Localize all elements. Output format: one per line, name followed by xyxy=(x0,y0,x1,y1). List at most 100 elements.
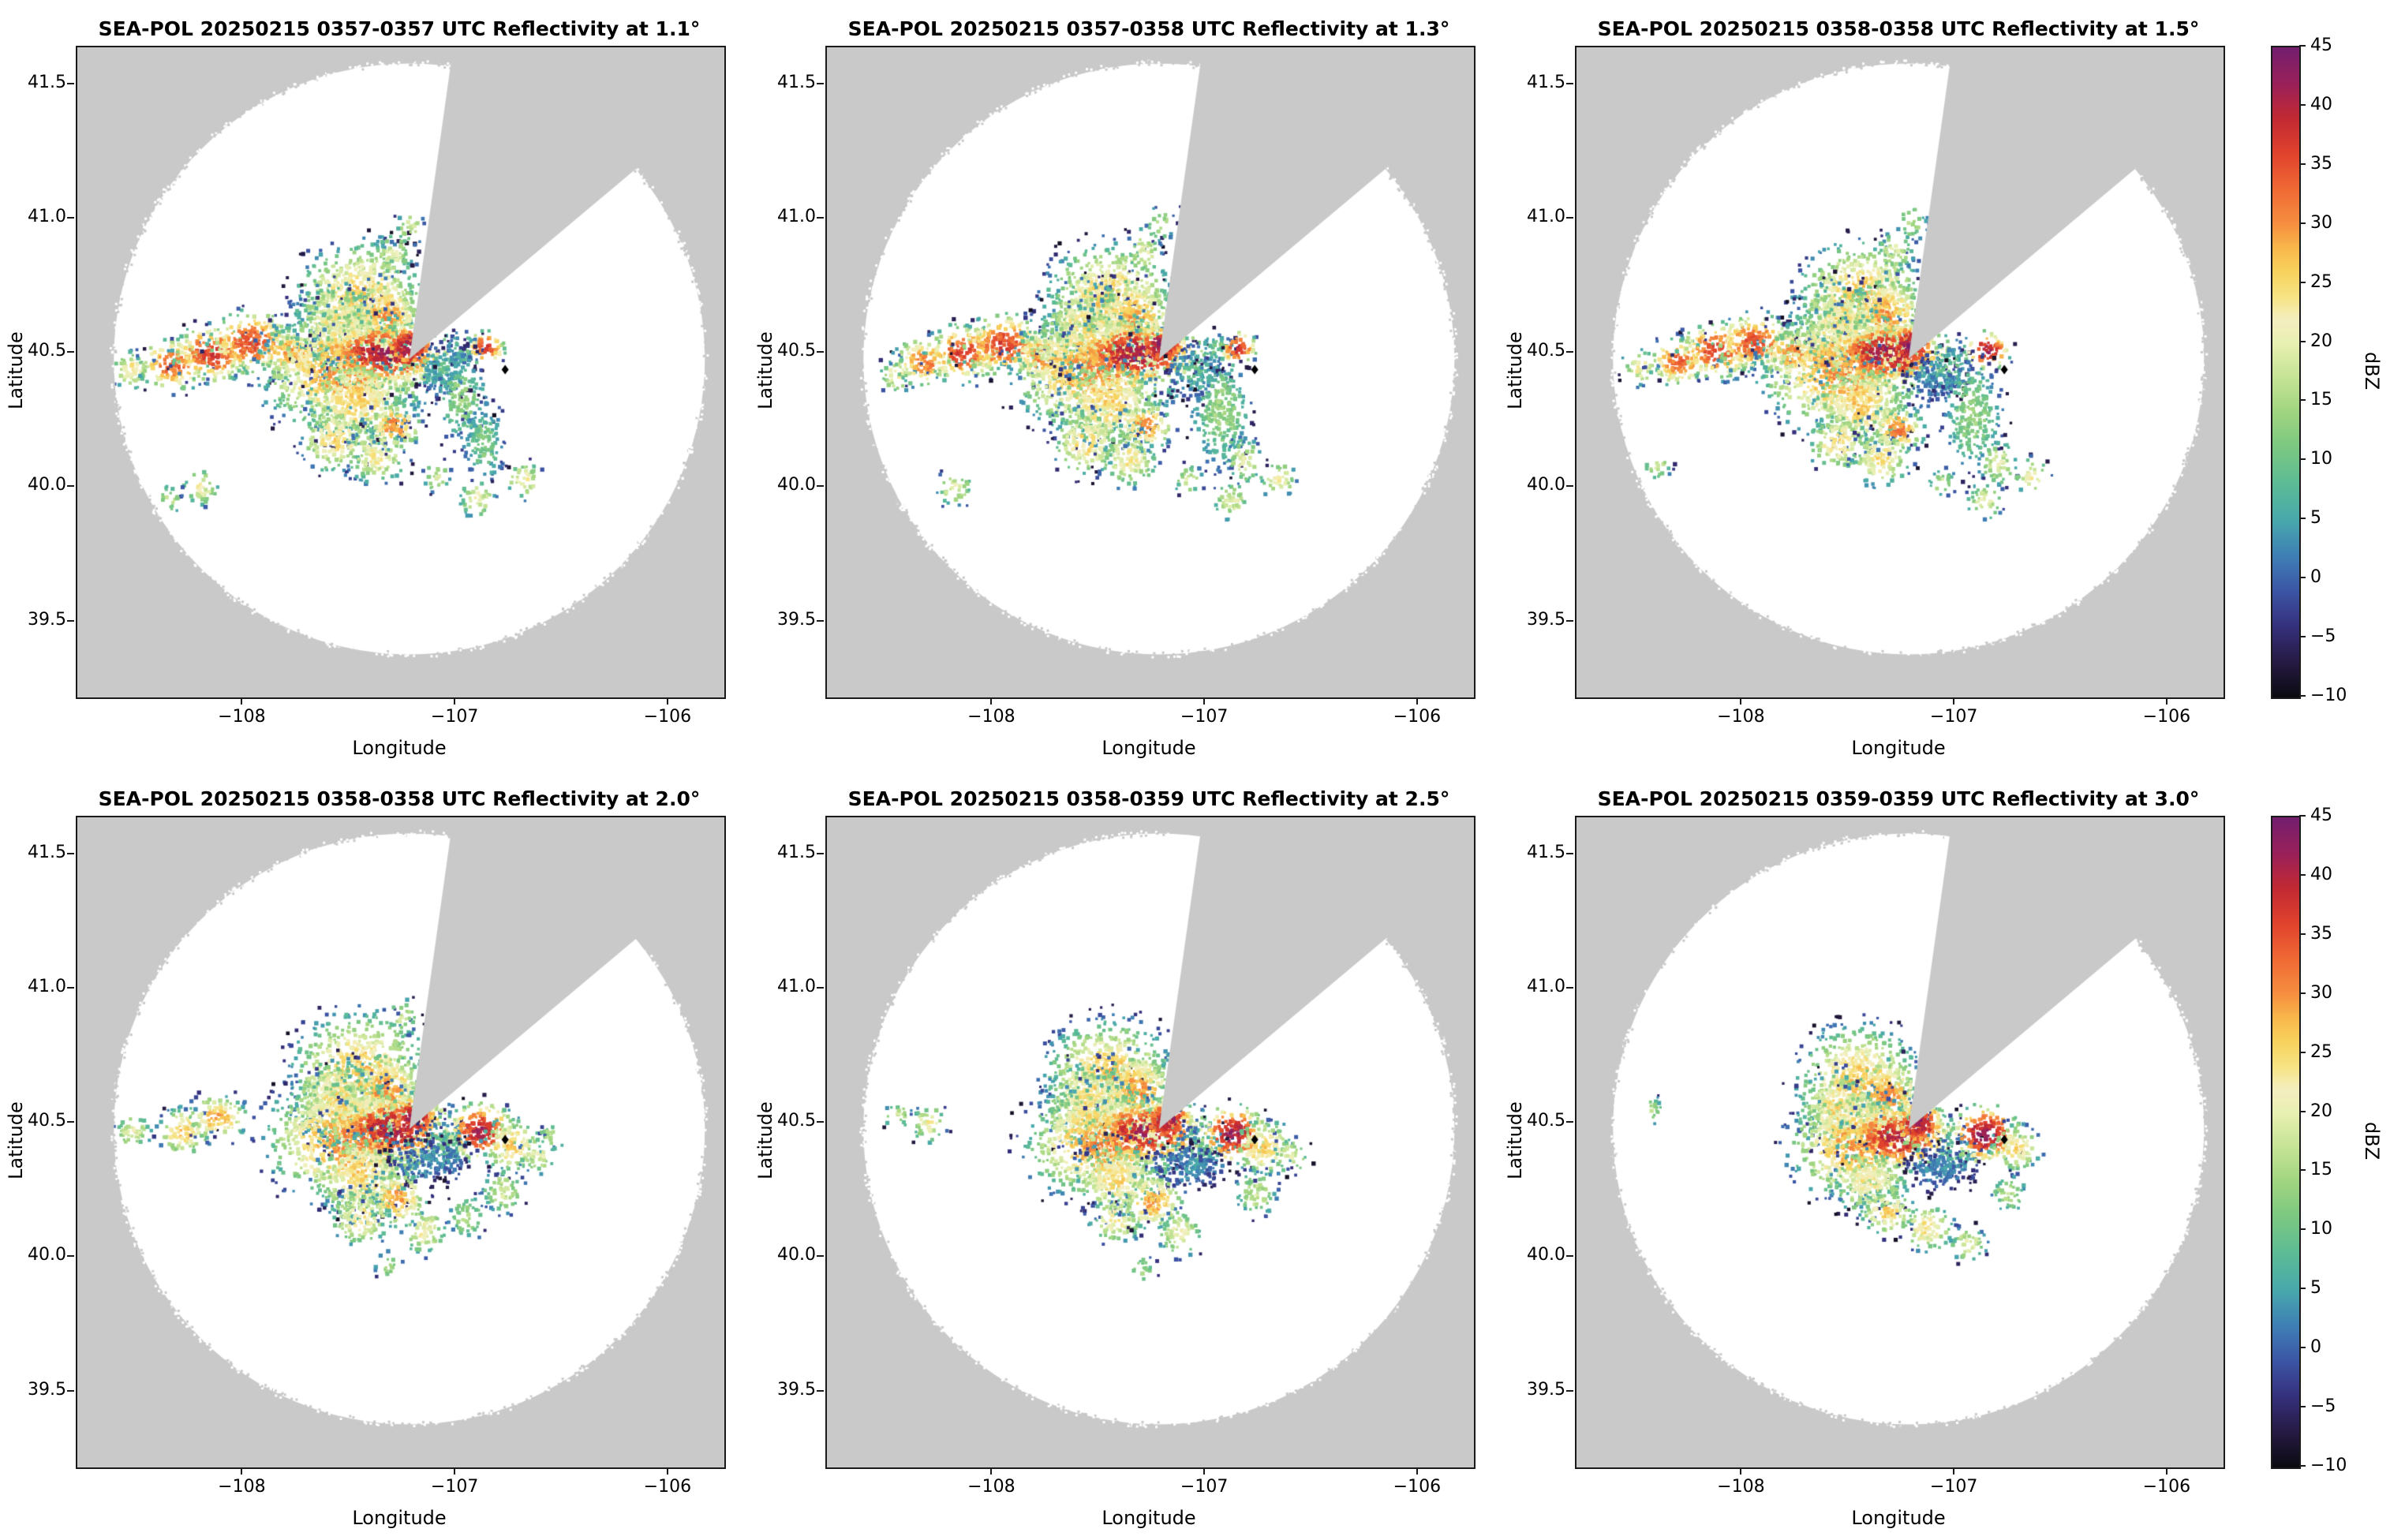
plot-area xyxy=(825,816,1476,1469)
y-tick-label: 41.5 xyxy=(28,842,66,862)
x-tick-label: −108 xyxy=(218,707,266,727)
radar-panel-2: SEA-POL 20250215 0357-0358 UTC Reflectiv… xyxy=(750,0,1499,770)
radar-panel-1: SEA-POL 20250215 0357-0357 UTC Reflectiv… xyxy=(0,0,750,770)
colorbar-tick-mark xyxy=(2299,636,2306,638)
colorbar-label: dBZ xyxy=(2361,351,2383,391)
y-tick-mark xyxy=(817,1121,824,1123)
radar-panel-5: SEA-POL 20250215 0358-0359 UTC Reflectiv… xyxy=(750,770,1499,1540)
colorbar-tick-mark xyxy=(2299,695,2306,697)
x-tick-label: −106 xyxy=(2142,1477,2191,1497)
colorbar-tick-mark xyxy=(2299,1406,2306,1408)
x-tick-mark xyxy=(1203,1467,1206,1475)
x-tick-mark xyxy=(990,697,993,705)
y-tick-mark xyxy=(67,485,74,488)
colorbar-tick-label: 25 xyxy=(2310,271,2332,292)
y-axis-label: Latitude xyxy=(1504,1101,1526,1180)
colorbar-tick-label: 0 xyxy=(2310,567,2321,588)
radar-map-canvas xyxy=(827,817,1474,1467)
figure-row-2: SEA-POL 20250215 0358-0358 UTC Reflectiv… xyxy=(0,770,2405,1540)
x-tick-label: −107 xyxy=(430,707,479,727)
panel-title: SEA-POL 20250215 0358-0358 UTC Reflectiv… xyxy=(98,787,701,810)
colorbar-tick-label: −10 xyxy=(2310,686,2347,705)
x-tick-label: −107 xyxy=(1929,1477,1978,1497)
y-tick-label: 41.5 xyxy=(1527,72,1565,92)
colorbar-tick-label: 15 xyxy=(2310,1160,2332,1180)
y-tick-mark xyxy=(817,82,824,84)
y-tick-mark xyxy=(1566,351,1573,353)
y-tick-mark xyxy=(1566,82,1573,84)
y-axis-label: Latitude xyxy=(754,1101,776,1180)
y-tick-label: 40.0 xyxy=(28,475,66,495)
plot-area xyxy=(825,46,1476,699)
y-tick-label: 41.0 xyxy=(1527,206,1565,226)
panel-title: SEA-POL 20250215 0357-0358 UTC Reflectiv… xyxy=(847,17,1450,40)
colorbar-tick-mark xyxy=(2299,222,2306,224)
y-tick-label: 41.5 xyxy=(1527,842,1565,862)
radar-map-canvas xyxy=(827,47,1474,697)
y-tick-mark xyxy=(67,986,74,989)
colorbar-tick-label: 5 xyxy=(2310,508,2321,529)
x-axis-label: Longitude xyxy=(352,1507,447,1529)
radar-panel-3: SEA-POL 20250215 0358-0358 UTC Reflectiv… xyxy=(1499,0,2249,770)
y-tick-mark xyxy=(817,619,824,622)
x-tick-label: −106 xyxy=(643,707,692,727)
y-tick-label: 41.0 xyxy=(777,206,816,226)
colorbar-tick-mark xyxy=(2299,1347,2306,1349)
x-axis-label: Longitude xyxy=(352,737,447,759)
y-tick-mark xyxy=(1566,216,1573,219)
y-tick-label: 41.0 xyxy=(777,976,816,996)
colorbar-tick-mark xyxy=(2299,518,2306,520)
y-tick-mark xyxy=(67,1121,74,1123)
y-tick-mark xyxy=(1566,852,1573,854)
x-tick-label: −106 xyxy=(1393,707,1442,727)
panel-title: SEA-POL 20250215 0358-0358 UTC Reflectiv… xyxy=(1597,17,2200,40)
x-tick-mark xyxy=(1740,697,1742,705)
colorbar-tick-label: 30 xyxy=(2310,212,2332,233)
y-tick-mark xyxy=(817,1255,824,1258)
colorbar-gradient xyxy=(2271,816,2301,1469)
y-tick-label: 40.5 xyxy=(777,1111,816,1131)
y-tick-label: 40.5 xyxy=(28,1111,66,1131)
plot-area xyxy=(76,816,726,1469)
x-tick-mark xyxy=(1203,697,1206,705)
y-tick-label: 40.5 xyxy=(28,341,66,361)
panel-title: SEA-POL 20250215 0359-0359 UTC Reflectiv… xyxy=(1597,787,2200,810)
radar-map-canvas xyxy=(1577,817,2224,1467)
y-tick-label: 40.0 xyxy=(28,1245,66,1265)
colorbar-label: dBZ xyxy=(2361,1121,2383,1161)
x-tick-mark xyxy=(241,1467,243,1475)
colorbar-tick-label: 10 xyxy=(2310,1219,2332,1239)
y-tick-mark xyxy=(817,216,824,219)
y-tick-mark xyxy=(1566,1121,1573,1123)
colorbar-tick-mark xyxy=(2299,1288,2306,1290)
colorbar-tick-mark xyxy=(2299,873,2306,876)
y-tick-label: 39.5 xyxy=(777,609,816,630)
y-tick-label: 41.5 xyxy=(777,72,816,92)
x-tick-mark xyxy=(666,697,668,705)
y-tick-label: 40.5 xyxy=(1527,1111,1565,1131)
y-tick-label: 41.5 xyxy=(28,72,66,92)
colorbar-tick-mark xyxy=(2299,45,2306,47)
colorbar-tick-mark xyxy=(2299,1110,2306,1112)
y-tick-mark xyxy=(817,852,824,854)
y-axis-label: Latitude xyxy=(5,331,27,410)
x-axis-label: Longitude xyxy=(1102,737,1196,759)
x-tick-mark xyxy=(990,1467,993,1475)
colorbar-tick-label: −5 xyxy=(2310,1396,2336,1417)
figure-row-1: SEA-POL 20250215 0357-0357 UTC Reflectiv… xyxy=(0,0,2383,770)
colorbar-tick-mark xyxy=(2299,458,2306,461)
colorbar-tick-mark xyxy=(2299,1228,2306,1231)
y-tick-mark xyxy=(67,82,74,84)
x-tick-mark xyxy=(1740,1467,1742,1475)
colorbar-tick-mark xyxy=(2299,1051,2306,1053)
colorbar-tick-mark xyxy=(2299,281,2306,283)
x-tick-label: −107 xyxy=(430,1477,479,1497)
y-tick-label: 41.0 xyxy=(28,976,66,996)
x-tick-mark xyxy=(1953,1467,1955,1475)
y-tick-mark xyxy=(67,1255,74,1258)
y-tick-label: 39.5 xyxy=(28,1379,66,1400)
x-tick-mark xyxy=(2165,697,2167,705)
y-tick-mark xyxy=(67,351,74,353)
x-tick-mark xyxy=(1416,1467,1418,1475)
y-tick-label: 41.5 xyxy=(777,842,816,862)
